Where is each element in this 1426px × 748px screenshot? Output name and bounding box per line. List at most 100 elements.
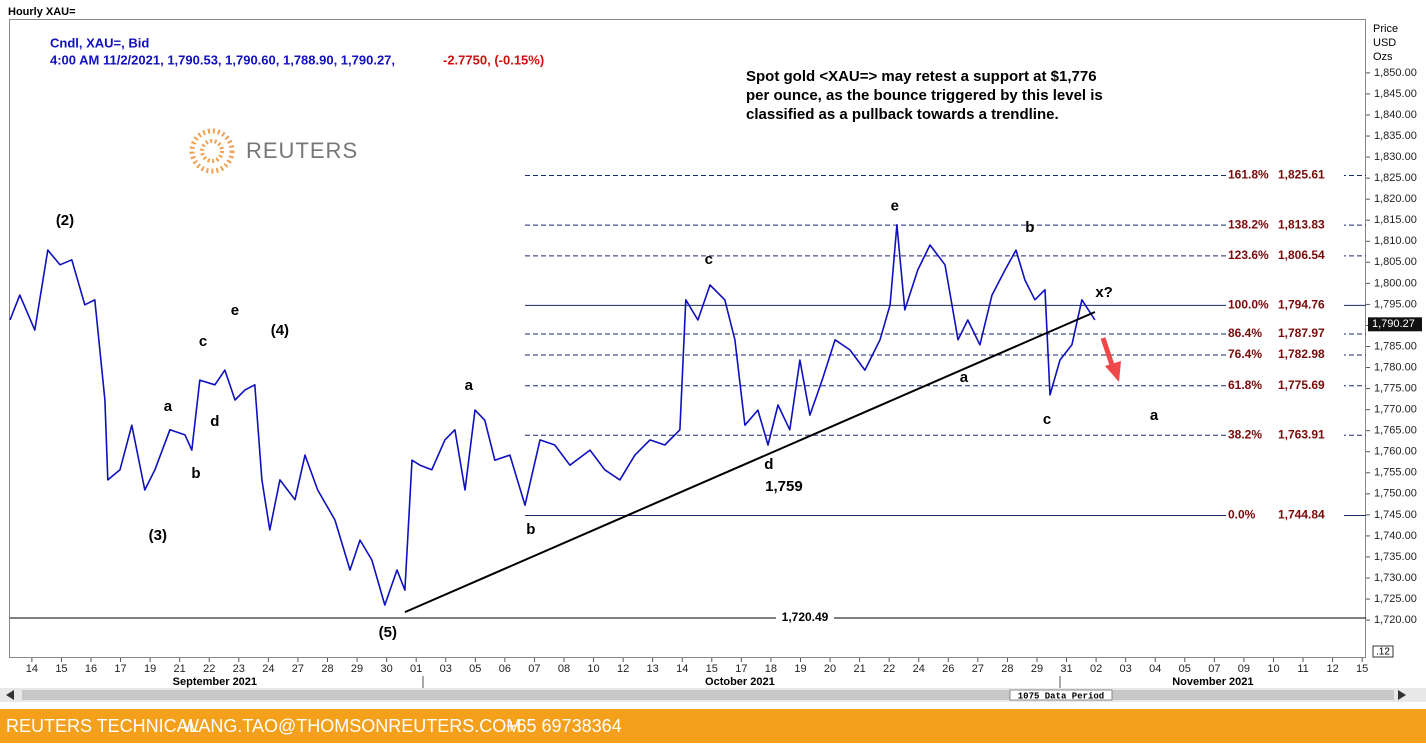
x-tick-label: 23 bbox=[233, 663, 245, 675]
low-label: 1,720.49 bbox=[782, 610, 829, 624]
wave-label: (4) bbox=[271, 322, 289, 339]
y-tick-label: 1,805.00 bbox=[1374, 256, 1417, 268]
x-tick-label: 30 bbox=[380, 663, 392, 675]
y-tick-label: 1,765.00 bbox=[1374, 425, 1417, 437]
wave-label: (2) bbox=[56, 212, 74, 229]
y-tick-label: 1,845.00 bbox=[1374, 88, 1417, 100]
y-tick-label: 1,815.00 bbox=[1374, 214, 1417, 226]
y-tick-label: 1,800.00 bbox=[1374, 277, 1417, 289]
level-percent: 161.8% bbox=[1228, 168, 1269, 182]
x-tick-label: 19 bbox=[794, 663, 806, 675]
level-label-bg bbox=[1226, 248, 1344, 263]
y-tick-label: 1,840.00 bbox=[1374, 109, 1417, 121]
level-percent: 86.4% bbox=[1228, 326, 1262, 340]
last-price-box bbox=[1368, 317, 1422, 332]
y-axis-title: Ozs bbox=[1373, 51, 1393, 63]
x-tick-label: 29 bbox=[1031, 663, 1043, 675]
y-tick-label: 1,850.00 bbox=[1374, 67, 1417, 79]
y-tick-label: 1,755.00 bbox=[1374, 467, 1417, 479]
wave-label: (5) bbox=[379, 624, 397, 641]
level-value: 1,782.98 bbox=[1278, 347, 1325, 361]
x-tick-label: 16 bbox=[85, 663, 97, 675]
y-tick-label: 1,835.00 bbox=[1374, 130, 1417, 142]
y-tick-label: 1,780.00 bbox=[1374, 361, 1417, 373]
logo: REUTERS bbox=[189, 128, 358, 174]
scroll-right[interactable] bbox=[1398, 690, 1406, 700]
axis-corner: .12 bbox=[1376, 647, 1390, 658]
y-tick-label: 1,735.00 bbox=[1374, 551, 1417, 563]
level-percent: 123.6% bbox=[1228, 248, 1269, 262]
y-axis-title: Price bbox=[1373, 23, 1398, 35]
x-tick-label: 04 bbox=[1149, 663, 1161, 675]
x-tick-label: 11 bbox=[1297, 663, 1308, 675]
level-percent: 0.0% bbox=[1228, 508, 1256, 522]
wave-label: b bbox=[526, 521, 535, 538]
footer-name: REUTERS TECHNICAL bbox=[6, 716, 199, 736]
level-label-bg bbox=[1226, 378, 1344, 393]
x-tick-label: 05 bbox=[1179, 663, 1191, 675]
wave-label: c bbox=[199, 333, 207, 350]
x-tick-label: 26 bbox=[942, 663, 954, 675]
y-tick-label: 1,730.00 bbox=[1374, 572, 1417, 584]
plot-area: 1,720.00 1,725.00 1,730.00 1,735.00 1,740.00… bbox=[9, 67, 1422, 688]
month-label: October 2021 bbox=[705, 676, 775, 688]
x-tick-label: 21 bbox=[174, 663, 186, 675]
y-tick-label: 1,745.00 bbox=[1374, 509, 1417, 521]
level-value: 1,794.76 bbox=[1278, 298, 1325, 312]
x-tick-label: 14 bbox=[26, 663, 38, 675]
level-percent: 138.2% bbox=[1228, 217, 1269, 231]
x-tick-label: 28 bbox=[321, 663, 333, 675]
y-tick-label: 1,720.00 bbox=[1374, 614, 1417, 626]
x-tick-label: 03 bbox=[440, 663, 452, 675]
x-tick-label: 08 bbox=[558, 663, 570, 675]
x-tick-label: 03 bbox=[1120, 663, 1132, 675]
arrow bbox=[1100, 337, 1116, 369]
x-tick-label: 22 bbox=[203, 663, 215, 675]
x-tick-label: 07 bbox=[528, 663, 540, 675]
scrollbar[interactable]: 1075 Data Period bbox=[0, 688, 1426, 702]
y-tick-label: 1,825.00 bbox=[1374, 172, 1417, 184]
x-tick-label: 24 bbox=[262, 663, 274, 675]
level-percent: 100.0% bbox=[1228, 298, 1269, 312]
logo-icon bbox=[200, 139, 224, 163]
scroll-left[interactable] bbox=[6, 690, 14, 700]
wave-label: 1,759 bbox=[765, 478, 803, 495]
x-tick-label: 06 bbox=[499, 663, 511, 675]
annotation: Spot gold <XAU=> may retest a support at… bbox=[746, 68, 1097, 85]
wave-label: d bbox=[210, 413, 219, 430]
x-tick-label: 01 bbox=[410, 663, 422, 675]
annotation: classified as a pullback towards a trend… bbox=[746, 106, 1059, 123]
y-tick-label: 1,760.00 bbox=[1374, 446, 1417, 458]
x-tick-label: 19 bbox=[144, 663, 156, 675]
x-tick-label: 07 bbox=[1208, 663, 1220, 675]
y-axis-title: USD bbox=[1373, 37, 1396, 49]
x-tick-label: 10 bbox=[1267, 663, 1279, 675]
annotation-box bbox=[736, 64, 1146, 134]
wave-label: c bbox=[705, 251, 713, 268]
level-value: 1,787.97 bbox=[1278, 326, 1325, 340]
y-tick-label: 1,820.00 bbox=[1374, 193, 1417, 205]
level-value: 1,763.91 bbox=[1278, 427, 1325, 441]
month-label: November 2021 bbox=[1172, 676, 1253, 688]
wave-label: a bbox=[465, 377, 474, 394]
wave-label: b bbox=[191, 465, 200, 482]
level-value: 1,813.83 bbox=[1278, 217, 1325, 231]
x-tick-label: 21 bbox=[853, 663, 865, 675]
level-value: 1,806.54 bbox=[1278, 248, 1325, 262]
y-tick-label: 1,795.00 bbox=[1374, 298, 1417, 310]
low-label-bg bbox=[776, 611, 834, 626]
wave-label: a bbox=[164, 398, 173, 415]
price-line bbox=[9, 224, 1096, 606]
scrollbar-thumb[interactable] bbox=[22, 690, 1394, 700]
x-tick-label: 24 bbox=[913, 663, 925, 675]
logo-text: REUTERS bbox=[246, 138, 358, 163]
footer-bar bbox=[0, 709, 1426, 743]
last-price-label: 1,790.27 bbox=[1372, 318, 1415, 330]
wave-label: x? bbox=[1095, 284, 1113, 301]
level-label-bg bbox=[1226, 348, 1344, 363]
y-tick-label: 1,725.00 bbox=[1374, 593, 1417, 605]
level-percent: 38.2% bbox=[1228, 427, 1262, 441]
axis-corner-box bbox=[1372, 645, 1394, 658]
wave-label: b bbox=[1025, 219, 1034, 236]
